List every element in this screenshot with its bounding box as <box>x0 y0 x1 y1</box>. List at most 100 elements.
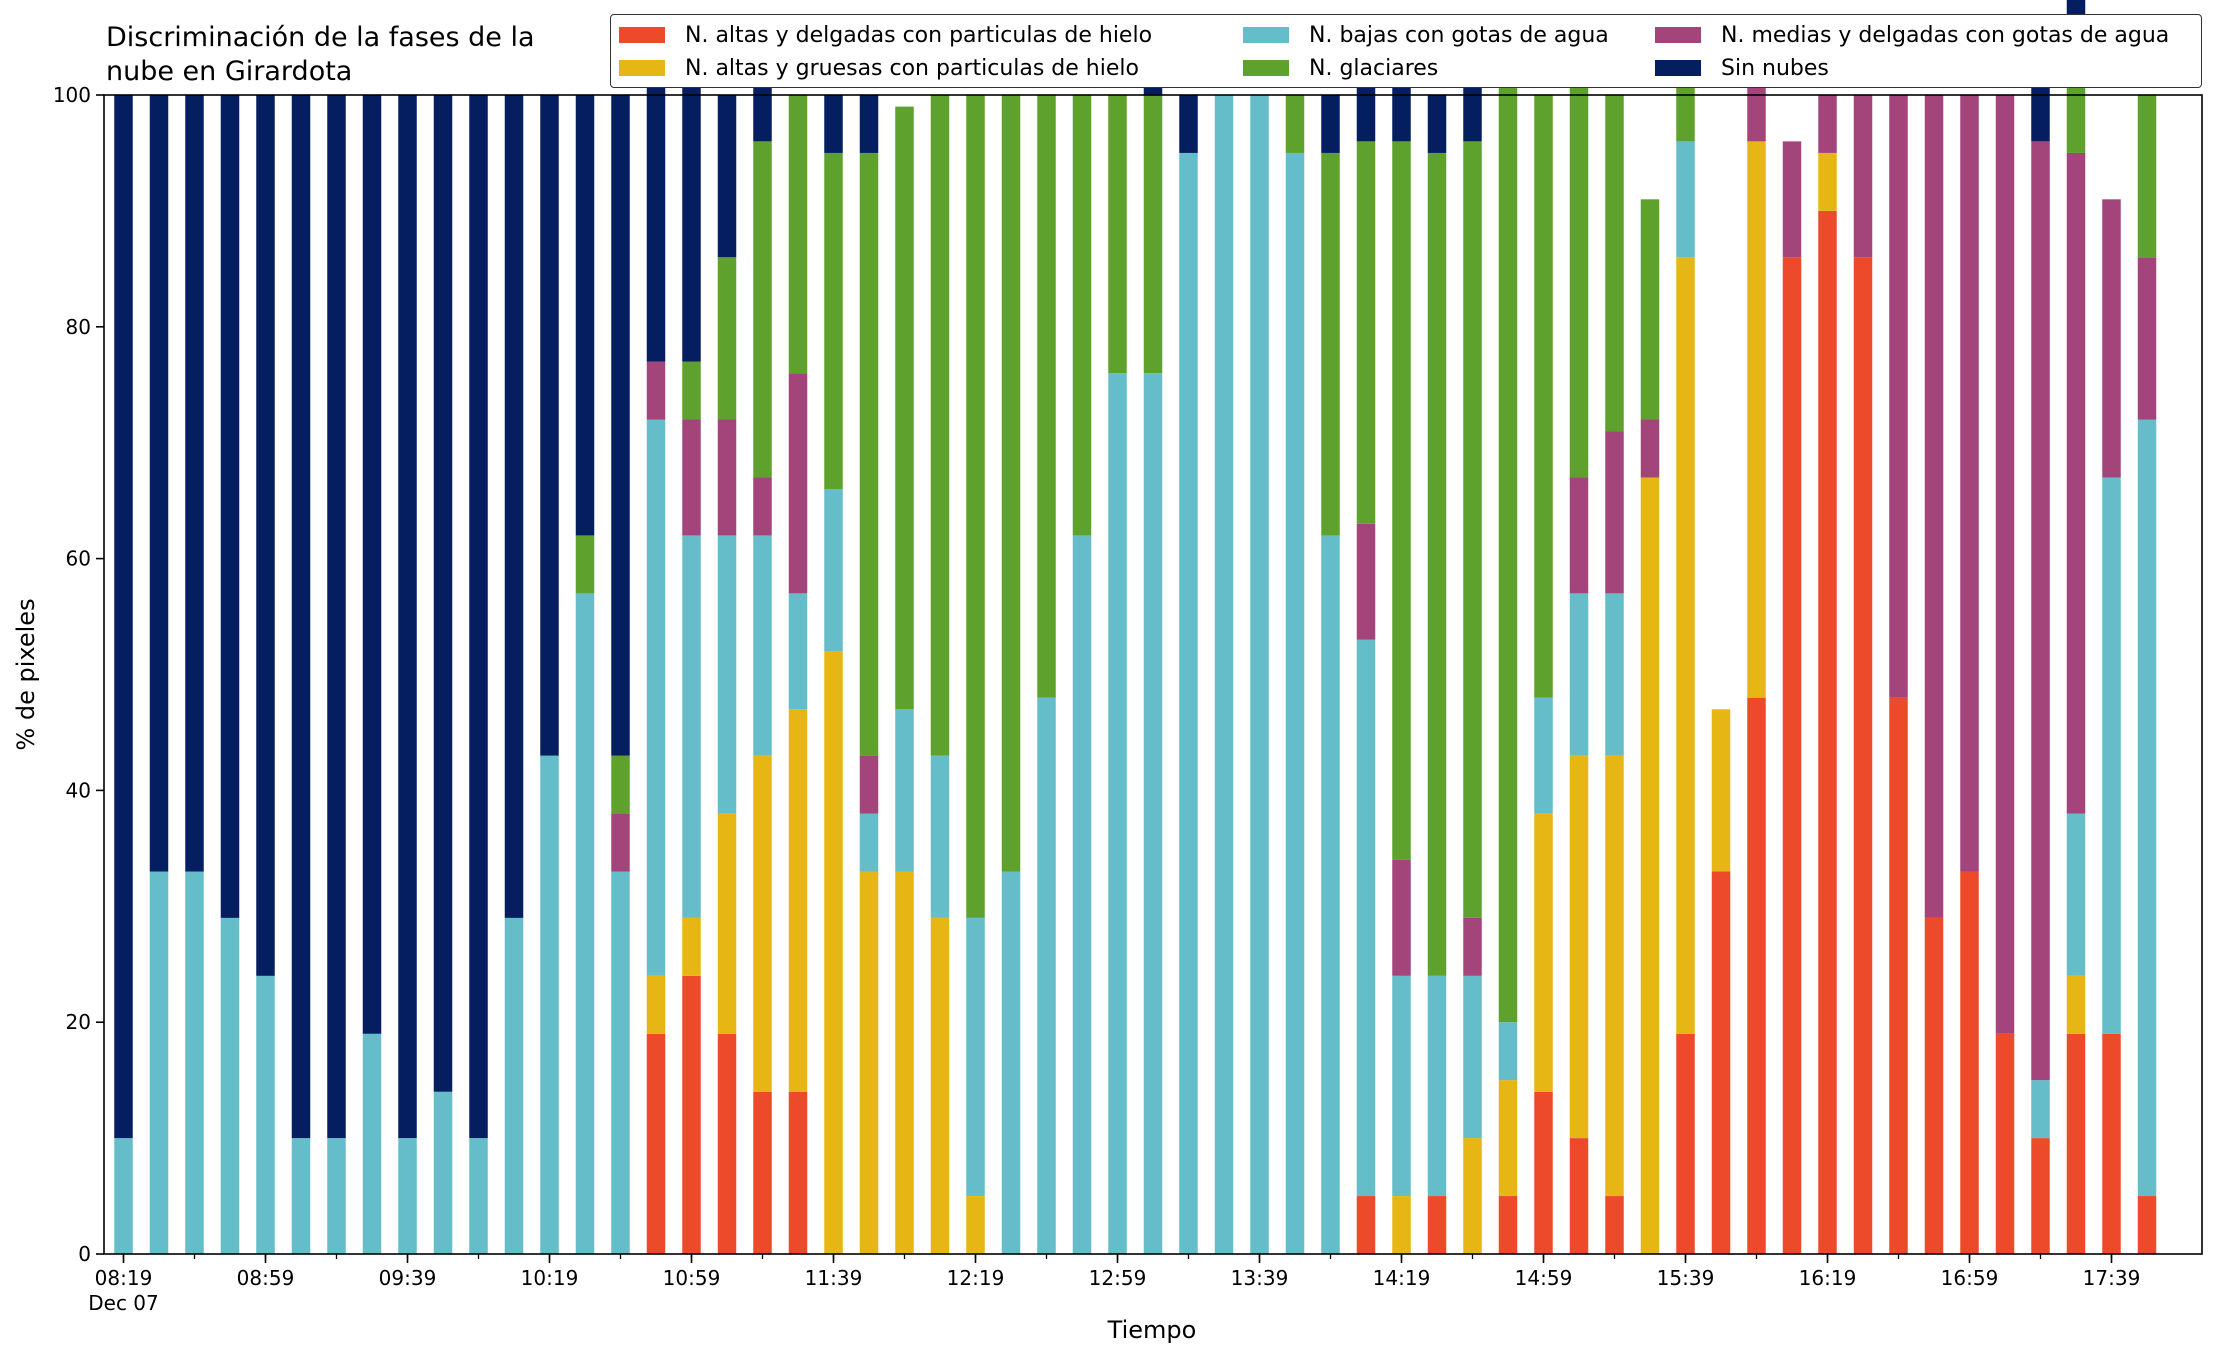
bar-segment <box>2137 95 2157 258</box>
bar-segment <box>611 755 630 814</box>
bar-segment <box>2066 1033 2086 1254</box>
bar-segment <box>575 535 595 594</box>
y-tick-label: 60 <box>66 547 91 571</box>
bar-segment <box>1108 373 1127 1254</box>
bar-segment <box>2066 975 2086 1034</box>
bar-segment <box>788 593 808 710</box>
bar-segment <box>788 373 808 594</box>
bar-segment <box>824 651 843 1254</box>
bar-segment <box>114 95 133 1139</box>
bar-segment <box>1037 697 1056 1254</box>
bar-segment <box>1427 152 1447 976</box>
bar-segment <box>1001 95 1021 872</box>
bar-segment <box>1960 871 1979 1254</box>
x-tick-label: 10:19 <box>521 1266 579 1290</box>
bar-segment <box>646 419 666 976</box>
bar-segment <box>1463 141 1482 918</box>
bar-segment <box>753 755 772 1092</box>
bar-segment <box>646 83 666 362</box>
bar-segment <box>327 1138 346 1254</box>
bar-segment <box>859 95 879 153</box>
legend-item-bajas-gotas: N. bajas con gotas de agua <box>1243 20 1609 50</box>
x-tick-label: 15:39 <box>1657 1266 1715 1290</box>
bar-segment <box>646 975 666 1034</box>
bar-segment <box>220 917 240 1254</box>
bar-segment <box>1321 535 1340 1254</box>
bar-segment <box>1569 593 1589 756</box>
bar-segment <box>1463 975 1482 1139</box>
bar-segment <box>1037 95 1056 698</box>
bar-segment <box>895 709 914 872</box>
y-tick-label: 80 <box>66 315 91 339</box>
legend: N. altas y delgadas con particulas de hi… <box>610 14 2202 88</box>
bar-segment <box>1534 95 1553 698</box>
bar-segment <box>504 95 524 918</box>
bar-segment <box>717 535 737 814</box>
bars-layer <box>114 0 2157 1255</box>
legend-swatch <box>1655 27 1701 43</box>
bar-segment <box>788 1091 808 1254</box>
bar-segment <box>1463 1138 1482 1254</box>
bar-segment <box>1356 523 1376 640</box>
bar-segment <box>859 755 879 814</box>
x-tick-label: 08:19 <box>95 1266 153 1290</box>
bar-segment <box>682 975 701 1254</box>
x-tick-label: 09:39 <box>379 1266 437 1290</box>
legend-label: N. bajas con gotas de agua <box>1309 22 1609 48</box>
bar-segment <box>895 106 914 710</box>
bar-segment <box>1143 95 1163 374</box>
bar-segment <box>1747 141 1766 698</box>
bar-segment <box>611 95 630 756</box>
bar-segment <box>114 1138 133 1254</box>
bar-segment <box>1889 95 1908 698</box>
bar-segment <box>930 95 950 756</box>
bar-segment <box>575 593 595 1254</box>
bar-segment <box>398 1138 417 1254</box>
chart-title-line-2: nube en Girardota <box>106 56 353 87</box>
y-axis-label: % de pixeles <box>12 598 40 750</box>
bar-segment <box>1392 141 1411 860</box>
bar-segment <box>788 709 808 1092</box>
bar-segment <box>859 813 879 872</box>
bar-segment <box>1179 152 1198 1255</box>
bar-segment <box>2102 1033 2121 1254</box>
y-tick-label: 40 <box>66 778 91 802</box>
bar-segment <box>433 95 453 1092</box>
bar-segment <box>1392 975 1411 1197</box>
bar-segment <box>788 95 808 374</box>
bar-segment <box>1001 871 1021 1254</box>
legend-label: Sin nubes <box>1721 55 1829 81</box>
bar-segment <box>717 419 737 536</box>
legend-label: N. altas y delgadas con particulas de hi… <box>685 22 1153 48</box>
bar-segment <box>646 1033 666 1254</box>
bar-segment <box>611 871 630 1254</box>
x-tick-label: 08:59 <box>237 1266 295 1290</box>
x-tick-label: 11:39 <box>805 1266 863 1290</box>
bar-segment <box>2031 141 2050 1081</box>
bar-segment <box>966 1196 985 1254</box>
legend-label: N. medias y delgadas con gotas de agua <box>1721 22 2170 48</box>
bar-segment <box>1676 257 1695 1034</box>
bar-segment <box>1427 95 1447 153</box>
bar-segment <box>1143 373 1163 1254</box>
bar-segment <box>362 1033 382 1254</box>
x-tick-label: 16:19 <box>1799 1266 1857 1290</box>
bar-segment <box>682 535 701 918</box>
bar-segment <box>966 95 985 918</box>
bar-segment <box>1782 257 1802 1254</box>
legend-swatch <box>1655 60 1701 76</box>
bar-segment <box>2031 1080 2050 1139</box>
bar-segment <box>895 871 914 1254</box>
bar-segment <box>859 871 879 1254</box>
x-tick-label: 12:19 <box>947 1266 1005 1290</box>
x-tick-label: 14:59 <box>1515 1266 1573 1290</box>
y-tick-label: 0 <box>78 1242 91 1266</box>
bar-segment <box>753 477 772 536</box>
bar-segment <box>1676 141 1695 258</box>
bar-segment <box>362 95 382 1034</box>
bar-segment <box>1534 697 1553 814</box>
plot-frame <box>103 94 2203 1255</box>
legend-item-sin-nubes: Sin nubes <box>1655 53 1829 83</box>
bar-segment <box>1995 95 2015 1034</box>
bar-segment <box>1747 697 1766 1254</box>
